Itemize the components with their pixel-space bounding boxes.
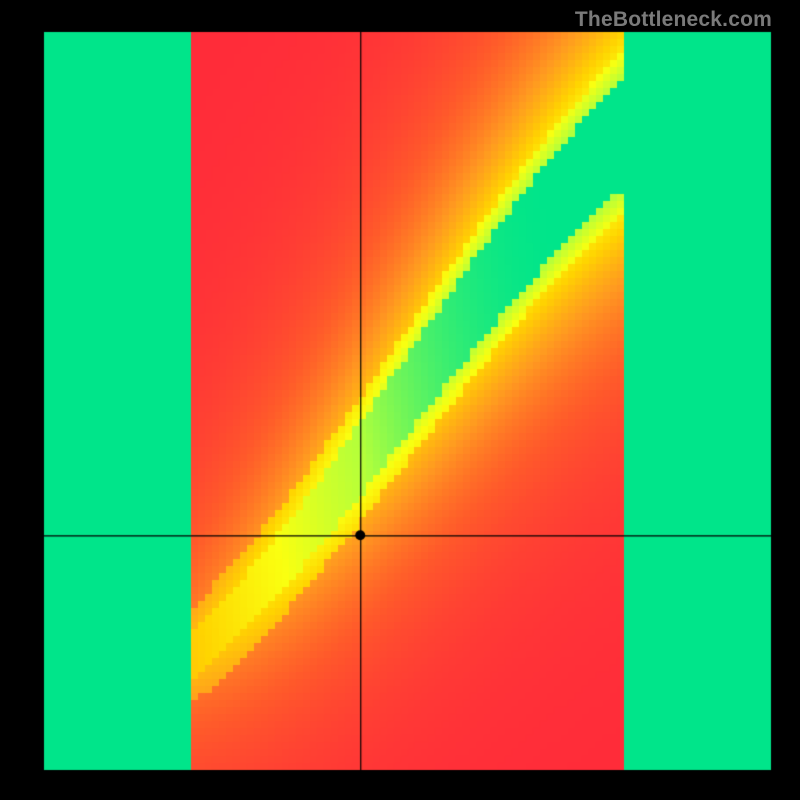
heatmap-canvas xyxy=(0,0,800,800)
chart-container: TheBottleneck.com xyxy=(0,0,800,800)
watermark-text: TheBottleneck.com xyxy=(575,8,772,32)
